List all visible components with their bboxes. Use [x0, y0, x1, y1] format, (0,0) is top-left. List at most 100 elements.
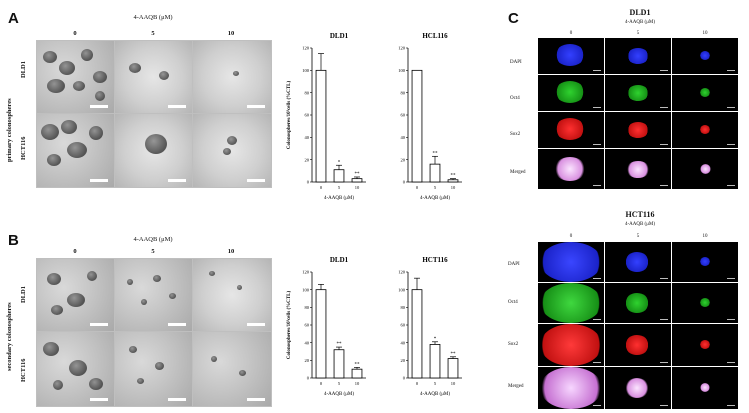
- y-tick-label: 120: [398, 270, 406, 275]
- x-axis-label: 4-AAQB (μM): [324, 196, 354, 201]
- fluo-hct116-dapi-0: [538, 242, 604, 282]
- x-tick-label: 10: [355, 185, 360, 190]
- bar: [333, 349, 345, 379]
- fluo-hct116-dapi-10: [672, 242, 738, 282]
- x-tick-label: 5: [338, 185, 341, 190]
- micrograph-a-dld1-0: [36, 40, 115, 114]
- y-tick-label: 120: [398, 46, 406, 51]
- fluo-hct116-merged-0: [538, 367, 604, 409]
- y-tick-label: 100: [398, 68, 406, 73]
- x-tick-label: 5: [338, 381, 341, 386]
- micrograph-a-dld1-5: [114, 40, 193, 114]
- y-tick-label: 80: [305, 90, 310, 95]
- x-tick-label: 5: [434, 381, 437, 386]
- y-axis-label: Colonospheres/10³cells (%CTL): [286, 291, 292, 360]
- bar: [351, 178, 363, 183]
- y-tick-label: 100: [302, 68, 310, 73]
- fluo-dld1-dapi-0: [538, 38, 604, 74]
- y-tick-label: 0: [307, 376, 310, 381]
- fluo-dld1-sox2-10: [672, 112, 738, 148]
- panel-label-c: C: [508, 10, 519, 27]
- bar: [429, 163, 441, 183]
- bar: [411, 69, 423, 183]
- bar: [447, 179, 459, 183]
- y-tick-label: 0: [403, 180, 406, 185]
- y-tick-label: 40: [305, 340, 310, 345]
- x-tick-label: 0: [320, 381, 323, 386]
- x-tick-label: 10: [355, 381, 360, 386]
- c-bottom-dose-0: 0: [569, 234, 573, 239]
- y-tick-label: 40: [305, 135, 310, 140]
- significance-marker: *: [338, 160, 341, 165]
- significance-marker: **: [451, 174, 457, 179]
- treatment-label-a: 4-AAQB (μM): [133, 14, 173, 21]
- fluo-dld1-sox2-5: [605, 112, 671, 148]
- y-tick-label: 60: [401, 323, 406, 328]
- y-tick-label: 120: [302, 46, 310, 51]
- micrograph-b-dld1-0: [36, 258, 115, 332]
- y-tick-label: 100: [398, 287, 406, 292]
- bar-chart-b-dld1: DLD1 Colonospheres/10³cells (%CTL) 0 20 40 60…: [286, 256, 366, 397]
- y-tick-label: 60: [305, 323, 310, 328]
- fluo-hct116-oct4-5: [605, 283, 671, 323]
- fluo-dld1-sox2-0: [538, 112, 604, 148]
- micrograph-a-hct116-5: [114, 113, 193, 188]
- bar: [333, 169, 345, 183]
- treatment-label-b: 4-AAQB (μM): [133, 236, 173, 243]
- x-axis-label: 4-AAQB (μM): [420, 392, 450, 397]
- micrograph-b-hct116-5: [114, 331, 193, 407]
- row-label-primary: primary colonospheres: [6, 98, 13, 162]
- y-tick-label: 40: [401, 340, 406, 345]
- significance-marker: **: [337, 342, 343, 347]
- y-tick-label: 60: [305, 113, 310, 118]
- fluo-hct116-merged-10: [672, 367, 738, 409]
- cell-label-b-hct116: HCT116: [20, 358, 27, 382]
- fluo-hct116-oct4-0: [538, 283, 604, 323]
- significance-marker: **: [451, 352, 457, 357]
- dose-label-a-0: 0: [73, 30, 77, 37]
- c-top-stain-dapi: DAPI: [510, 60, 522, 65]
- x-tick-label: 0: [416, 381, 419, 386]
- y-tick-label: 20: [401, 358, 406, 363]
- y-tick-label: 80: [305, 305, 310, 310]
- bar: [429, 344, 441, 379]
- c-top-dose-10: 10: [702, 31, 708, 36]
- fluo-dld1-dapi-5: [605, 38, 671, 74]
- x-axis-label: 4-AAQB (μM): [324, 392, 354, 397]
- x-tick-label: 0: [416, 185, 419, 190]
- y-tick-label: 80: [401, 90, 406, 95]
- dose-label-a-10: 10: [227, 30, 235, 37]
- significance-marker: **: [433, 151, 439, 156]
- y-tick-label: 80: [401, 305, 406, 310]
- y-tick-label: 40: [401, 135, 406, 140]
- dose-label-a-5: 5: [151, 30, 155, 37]
- cell-label-a-dld1: DLD1: [20, 61, 27, 79]
- x-tick-label: 5: [434, 185, 437, 190]
- y-axis-label: Colonospheres/10³cells (%CTL): [286, 81, 292, 150]
- fluo-hct116-sox2-5: [605, 324, 671, 366]
- x-tick-label: 10: [451, 185, 456, 190]
- fluo-hct116-sox2-10: [672, 324, 738, 366]
- panel-label-a: A: [8, 10, 19, 27]
- bar-chart-b-hct116: HCT116 0 20 40 60 80 100 120 0 * 5 ** 10 4-AAQB (μM): [398, 256, 462, 397]
- fluo-dld1-oct4-0: [538, 75, 604, 111]
- y-tick-label: 120: [302, 270, 310, 275]
- c-top-stain-sox2: Sox2: [510, 132, 521, 137]
- fluo-dld1-merged-0: [538, 149, 604, 189]
- y-tick-label: 60: [401, 113, 406, 118]
- x-tick-label: 10: [451, 381, 456, 386]
- c-bottom-stain-oct4: Oct4: [508, 300, 518, 305]
- y-tick-label: 20: [305, 358, 310, 363]
- y-tick-label: 0: [403, 376, 406, 381]
- c-bottom-dose-5: 5: [636, 234, 640, 239]
- significance-marker: **: [355, 172, 361, 177]
- y-tick-label: 100: [302, 287, 310, 292]
- micrograph-a-hct116-10: [192, 113, 272, 188]
- fluo-dld1-dapi-10: [672, 38, 738, 74]
- fluo-dld1-merged-5: [605, 149, 671, 189]
- y-tick-label: 0: [307, 180, 310, 185]
- dose-label-b-0: 0: [73, 248, 77, 255]
- c-bottom-stain-sox2: Sox2: [508, 342, 519, 347]
- chart-title: HCT116: [422, 256, 448, 264]
- chart-title: DLD1: [330, 256, 349, 264]
